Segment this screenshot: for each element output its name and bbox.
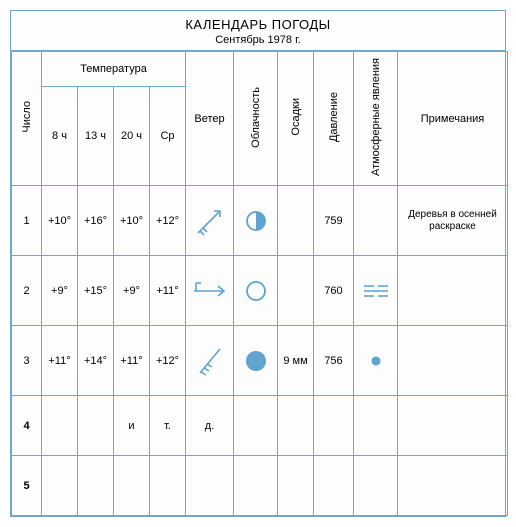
hdr-cloud: Облачность xyxy=(250,81,262,154)
wind-icon xyxy=(188,276,232,306)
cell-num: 2 xyxy=(12,256,42,326)
cell-atm xyxy=(354,256,398,326)
cell-cloud xyxy=(234,256,278,326)
cell-num: 4 xyxy=(12,396,42,456)
cell-note xyxy=(398,326,508,396)
hdr-tavg: Ср xyxy=(150,86,186,185)
cell-t13: +15° xyxy=(78,256,114,326)
cell-t20: +11° xyxy=(114,326,150,396)
fog-icon xyxy=(360,281,392,301)
weather-calendar: КАЛЕНДАРЬ ПОГОДЫ Сентябрь 1978 г. Число … xyxy=(10,10,506,517)
cell-num: 5 xyxy=(12,456,42,516)
cell-wind xyxy=(186,326,234,396)
title-main: КАЛЕНДАРЬ ПОГОДЫ xyxy=(11,17,505,32)
cell-t8: +11° xyxy=(42,326,78,396)
title-sub: Сентябрь 1978 г. xyxy=(11,34,505,46)
cloud-half-icon xyxy=(243,208,269,234)
cell-t13: +14° xyxy=(78,326,114,396)
hdr-temperature: Температура xyxy=(42,52,186,87)
cell-t13: +16° xyxy=(78,186,114,256)
table-row: 2 +9° +15° +9° +11° xyxy=(12,256,508,326)
cell-atm xyxy=(354,186,398,256)
hdr-t20: 20 ч xyxy=(114,86,150,185)
cell-pressure: 759 xyxy=(314,186,354,256)
cell-atm xyxy=(354,326,398,396)
dot-icon xyxy=(366,351,386,371)
cell-cont3: д. xyxy=(186,396,234,456)
table-row: 1 +10° +16° +10° +12° xyxy=(12,186,508,256)
cell-num: 3 xyxy=(12,326,42,396)
table-row: 3 +11° +14° +11° +12° xyxy=(12,326,508,396)
cloud-full-icon xyxy=(243,348,269,374)
cell-wind xyxy=(186,186,234,256)
cell-pressure: 756 xyxy=(314,326,354,396)
cell-cloud xyxy=(234,326,278,396)
weather-table: Число Температура Ветер Облачность Осадк… xyxy=(11,51,508,516)
table-row: 4 и т. д. xyxy=(12,396,508,456)
cell-t8: +10° xyxy=(42,186,78,256)
cell-note xyxy=(398,256,508,326)
cell-t8: +9° xyxy=(42,256,78,326)
cell-precip xyxy=(278,186,314,256)
wind-icon xyxy=(190,201,230,241)
table-row: 5 xyxy=(12,456,508,516)
cell-tavg: +11° xyxy=(150,256,186,326)
hdr-notes: Примечания xyxy=(398,52,508,186)
hdr-wind: Ветер xyxy=(186,52,234,186)
title-block: КАЛЕНДАРЬ ПОГОДЫ Сентябрь 1978 г. xyxy=(11,11,505,51)
cell-precip xyxy=(278,256,314,326)
cell-t20: +10° xyxy=(114,186,150,256)
hdr-number: Число xyxy=(21,95,33,139)
cell-tavg: +12° xyxy=(150,326,186,396)
cell-wind xyxy=(186,256,234,326)
cell-precip: 9 мм xyxy=(278,326,314,396)
hdr-atm: Атмосферные явления xyxy=(370,52,382,182)
cell-cloud xyxy=(234,186,278,256)
cell-t20: +9° xyxy=(114,256,150,326)
hdr-t8: 8 ч xyxy=(42,86,78,185)
cell-num: 1 xyxy=(12,186,42,256)
wind-icon xyxy=(190,341,230,381)
cell-cont2: т. xyxy=(150,396,186,456)
cell-tavg: +12° xyxy=(150,186,186,256)
cloud-empty-icon xyxy=(243,278,269,304)
cell-cont1: и xyxy=(114,396,150,456)
hdr-pressure: Давление xyxy=(328,86,340,148)
cell-pressure: 760 xyxy=(314,256,354,326)
cell-note: Деревья в осенней раскраске xyxy=(398,186,508,256)
hdr-precip: Осадки xyxy=(290,92,302,142)
hdr-t13: 13 ч xyxy=(78,86,114,185)
